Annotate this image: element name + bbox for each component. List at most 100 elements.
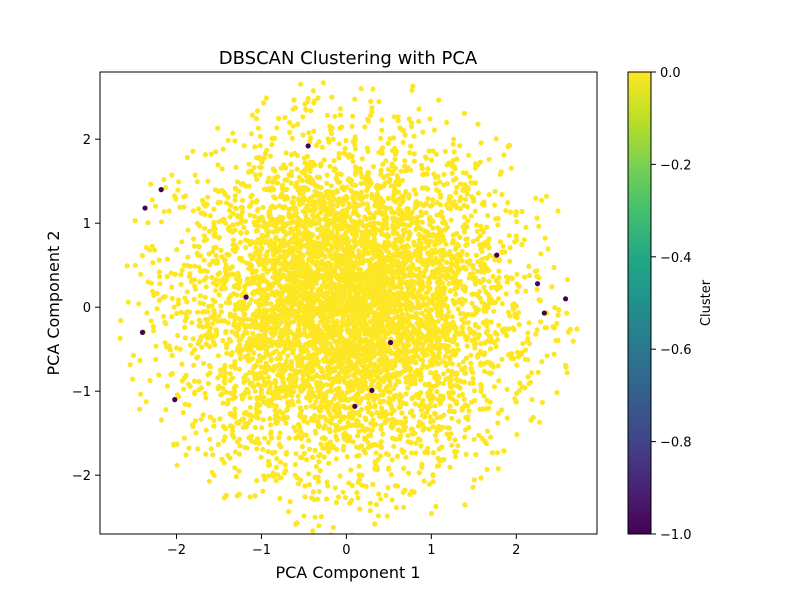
scatter-point (215, 162, 221, 168)
scatter-point (229, 349, 235, 356)
scatter-point (408, 409, 414, 416)
scatter-point (538, 197, 545, 203)
scatter-point (220, 338, 226, 344)
scatter-point (273, 384, 279, 390)
scatter-point (223, 268, 229, 274)
scatter-point (430, 225, 436, 231)
scatter-point (470, 262, 476, 269)
scatter-point (454, 184, 460, 190)
scatter-point (415, 436, 422, 442)
scatter-point (307, 446, 313, 452)
scatter-point (401, 504, 407, 510)
scatter-point (277, 354, 283, 360)
scatter-point (191, 236, 197, 242)
scatter-point (206, 251, 212, 257)
scatter-point (207, 331, 213, 337)
scatter-point (202, 152, 208, 158)
scatter-point (349, 482, 355, 489)
scatter-point (429, 398, 435, 404)
scatter-point (344, 454, 350, 460)
scatter-point (237, 443, 243, 449)
scatter-point (313, 362, 319, 368)
scatter-point (469, 291, 475, 297)
scatter-point (190, 208, 196, 214)
scatter-point (376, 491, 382, 497)
scatter-point (520, 341, 526, 347)
scatter-point (297, 385, 303, 391)
scatter-point (247, 261, 253, 267)
scatter-point (270, 332, 276, 338)
scatter-point (386, 269, 392, 275)
scatter-point (175, 297, 182, 303)
scatter-point (182, 335, 188, 341)
scatter-point (380, 161, 386, 167)
scatter-point (215, 200, 221, 206)
scatter-point (241, 375, 247, 381)
scatter-point (318, 185, 324, 191)
scatter-point (485, 241, 491, 247)
scatter-point (339, 389, 345, 395)
scatter-point (288, 173, 295, 179)
scatter-point (398, 168, 404, 174)
scatter-point (278, 444, 284, 450)
scatter-point (221, 216, 227, 222)
scatter-point (390, 222, 396, 228)
scatter-point (316, 240, 322, 246)
scatter-point (307, 222, 313, 228)
scatter-point (352, 207, 358, 213)
scatter-point (249, 380, 255, 386)
scatter-point (216, 234, 222, 240)
scatter-point (514, 362, 520, 368)
scatter-point (205, 380, 211, 387)
scatter-point (215, 441, 221, 448)
scatter-point (293, 521, 299, 527)
scatter-point (215, 386, 221, 392)
scatter-point (499, 191, 505, 198)
scatter-point (434, 212, 440, 218)
scatter-point (463, 196, 469, 202)
scatter-point (263, 380, 270, 386)
scatter-point (393, 353, 399, 359)
scatter-point (266, 229, 272, 235)
scatter-point (447, 360, 453, 366)
scatter-point (344, 324, 350, 330)
scatter-point (257, 143, 263, 149)
scatter-point (454, 156, 460, 162)
scatter-point (202, 294, 208, 300)
scatter-point (274, 420, 280, 426)
scatter-point (426, 481, 432, 487)
scatter-point (413, 440, 419, 446)
scatter-point (424, 171, 430, 177)
scatter-point (361, 316, 367, 322)
scatter-point (235, 327, 241, 333)
scatter-point (395, 114, 401, 120)
scatter-point (297, 477, 304, 483)
scatter-point (303, 225, 309, 232)
scatter-point (514, 431, 520, 438)
scatter-point (232, 197, 238, 203)
scatter-point (451, 409, 457, 415)
scatter-point (356, 452, 362, 459)
scatter-point (352, 201, 358, 207)
scatter-point (426, 276, 432, 282)
scatter-point (273, 464, 279, 470)
scatter-point (286, 385, 292, 391)
scatter-point (514, 390, 520, 396)
scatter-point (265, 458, 272, 464)
scatter-point (352, 146, 358, 152)
scatter-point (278, 384, 284, 391)
scatter-point (237, 356, 243, 362)
scatter-point (189, 350, 195, 356)
scatter-point (195, 446, 201, 452)
scatter-point (150, 260, 156, 266)
scatter-point (381, 183, 387, 189)
scatter-point (387, 176, 393, 183)
scatter-point (262, 354, 268, 360)
scatter-point (266, 473, 272, 479)
scatter-point (130, 376, 136, 382)
scatter-point (377, 387, 383, 393)
scatter-point (366, 210, 373, 216)
scatter-point (200, 324, 206, 330)
scatter-point (236, 491, 242, 497)
scatter-point (422, 414, 428, 420)
